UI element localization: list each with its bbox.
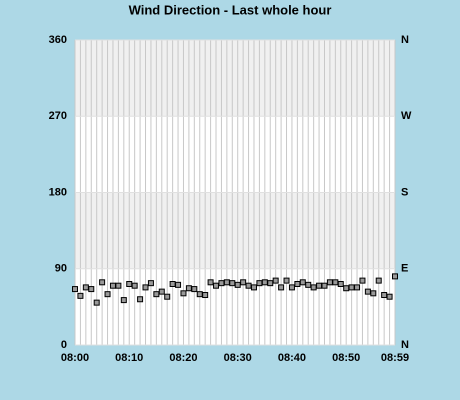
point [175, 281, 182, 288]
point [299, 279, 306, 286]
point [278, 284, 285, 291]
point [250, 284, 257, 291]
point [223, 279, 230, 286]
point [288, 284, 295, 291]
point [131, 282, 138, 289]
point [109, 282, 116, 289]
x-tick-label: 08:50 [332, 352, 360, 364]
point [77, 292, 84, 299]
x-tick-label: 08:00 [61, 352, 89, 364]
point [72, 286, 78, 293]
point [332, 279, 339, 286]
point [354, 284, 361, 291]
chart-title: Wind Direction - Last whole hour [129, 2, 332, 17]
point [305, 281, 312, 288]
point [316, 282, 323, 289]
point [386, 293, 393, 300]
point [191, 286, 198, 293]
point [375, 277, 382, 284]
point [267, 280, 274, 287]
x-tick-label: 08:40 [278, 352, 306, 364]
point [218, 280, 225, 287]
y-tick-label: 270 [49, 110, 67, 122]
point [364, 288, 371, 295]
point [294, 281, 301, 287]
y2-tick-label: N [401, 339, 409, 351]
y-tick-label: 360 [49, 34, 67, 46]
point [213, 282, 220, 289]
x-tick-label: 08:20 [169, 352, 197, 364]
point [229, 280, 236, 287]
point [153, 291, 160, 298]
y2-tick-label: E [401, 263, 408, 275]
point [321, 282, 328, 289]
point [185, 285, 192, 292]
point [381, 292, 388, 299]
point [104, 291, 111, 298]
point [310, 284, 317, 291]
point [99, 279, 106, 286]
point [202, 292, 209, 299]
point [272, 277, 279, 284]
point [261, 279, 268, 286]
point [126, 281, 133, 287]
point [283, 277, 290, 284]
point [158, 288, 165, 295]
point [142, 284, 149, 291]
point [245, 282, 252, 289]
y2-tick-label: W [401, 110, 412, 122]
point [234, 281, 241, 288]
point [196, 291, 203, 298]
point [326, 279, 333, 286]
point [82, 284, 89, 291]
point [88, 286, 95, 293]
y2-tick-label: S [401, 186, 408, 198]
point [343, 285, 350, 292]
x-tick-label: 08:10 [115, 352, 143, 364]
point [348, 284, 355, 291]
point [370, 290, 377, 297]
point [115, 282, 122, 289]
point [169, 281, 176, 287]
point [164, 293, 171, 300]
point [137, 296, 144, 303]
point [256, 280, 263, 287]
y-tick-label: 0 [61, 339, 67, 351]
point [147, 280, 154, 287]
x-tick-label: 08:30 [224, 352, 252, 364]
x-tick-label: 08:59 [381, 352, 409, 364]
band [75, 192, 395, 269]
y2-tick-label: N [401, 34, 409, 46]
point [392, 273, 398, 280]
point [207, 279, 214, 286]
y-tick-label: 180 [49, 186, 67, 198]
point [180, 290, 187, 297]
point [359, 277, 366, 284]
band [75, 40, 395, 117]
point [337, 281, 344, 287]
y-tick-label: 90 [55, 263, 67, 275]
point [93, 299, 100, 306]
point [240, 279, 247, 286]
point [120, 297, 127, 304]
